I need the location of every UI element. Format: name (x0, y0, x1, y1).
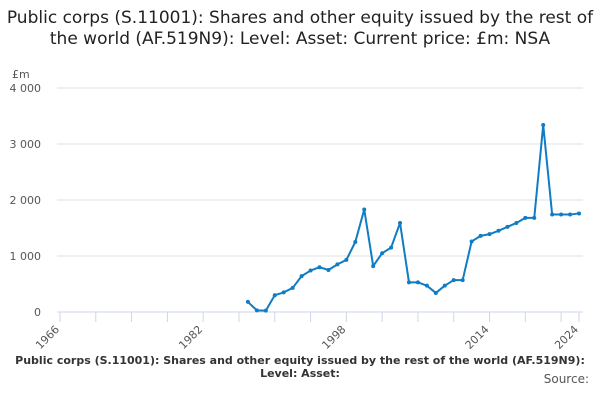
data-point (496, 228, 501, 233)
y-tick-label: 3 000 (10, 138, 42, 151)
legend-caption: Public corps (S.11001): Shares and other… (15, 354, 585, 380)
data-point (460, 278, 465, 283)
data-point (380, 251, 385, 256)
y-tick-label: 4 000 (10, 82, 42, 95)
data-point (532, 215, 537, 220)
data-point (353, 240, 358, 244)
y-tick-label: 0 (34, 306, 41, 319)
x-tick-label: 2024 (552, 323, 581, 352)
data-point (469, 239, 474, 244)
data-point (451, 278, 456, 283)
data-point (263, 308, 268, 313)
data-point (541, 122, 546, 127)
data-point (326, 268, 331, 272)
data-point (424, 283, 429, 288)
data-point (344, 257, 349, 262)
data-point (245, 299, 250, 304)
x-tick-label: 1966 (33, 323, 62, 352)
data-point (514, 220, 519, 225)
data-point (299, 274, 304, 279)
x-tick-label: 1982 (176, 323, 205, 352)
series-line (247, 123, 580, 312)
data-point (398, 220, 403, 225)
chart-title: Public corps (S.11001): Shares and other… (6, 8, 594, 49)
data-point (505, 224, 510, 229)
y-axis-unit: £m (12, 68, 30, 81)
data-point (415, 280, 420, 285)
data-point (308, 268, 313, 273)
data-point (559, 212, 564, 217)
data-point (281, 290, 286, 295)
source-label: Source: (543, 372, 589, 386)
y-tick-label: 2 000 (10, 194, 42, 207)
data-point (317, 265, 322, 270)
data-point (290, 285, 295, 290)
data-point (433, 290, 438, 295)
data-point (442, 283, 447, 288)
data-point (568, 212, 573, 217)
data-point (406, 280, 411, 285)
data-point (335, 262, 340, 267)
data-point (272, 293, 277, 298)
x-tick-label: 2014 (463, 323, 492, 352)
data-point (550, 212, 555, 217)
y-tick-label: 1 000 (10, 250, 42, 263)
data-point (389, 245, 394, 250)
data-point (487, 232, 492, 237)
x-tick-label: 1998 (319, 323, 348, 352)
data-point (523, 215, 528, 220)
data-point (362, 207, 367, 212)
data-point (577, 211, 581, 216)
data-point (478, 233, 483, 238)
data-point (371, 264, 376, 269)
data-point (254, 308, 259, 313)
